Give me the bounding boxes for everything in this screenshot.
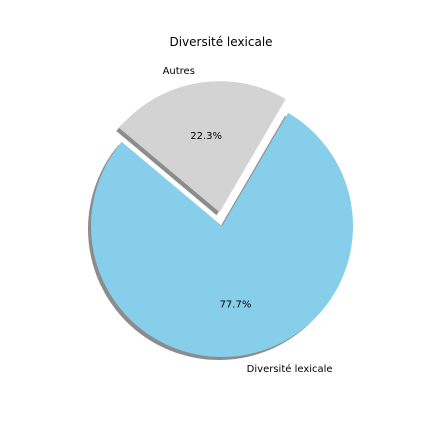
slice-label-diversite-lexicale: Diversité lexicale [247,363,333,375]
slice-label-autres: Autres [163,66,195,77]
slice-labels: Diversité lexicale 77.7% Autres 22.3% [163,66,333,375]
slice-autres [119,81,286,213]
chart-title: Diversité lexicale [169,35,272,49]
slice-diversite-lexicale [91,112,353,358]
slice-pct-diversite-lexicale: 77.7% [220,299,252,310]
slices [91,81,353,358]
slice-pct-autres: 22.3% [190,131,222,142]
